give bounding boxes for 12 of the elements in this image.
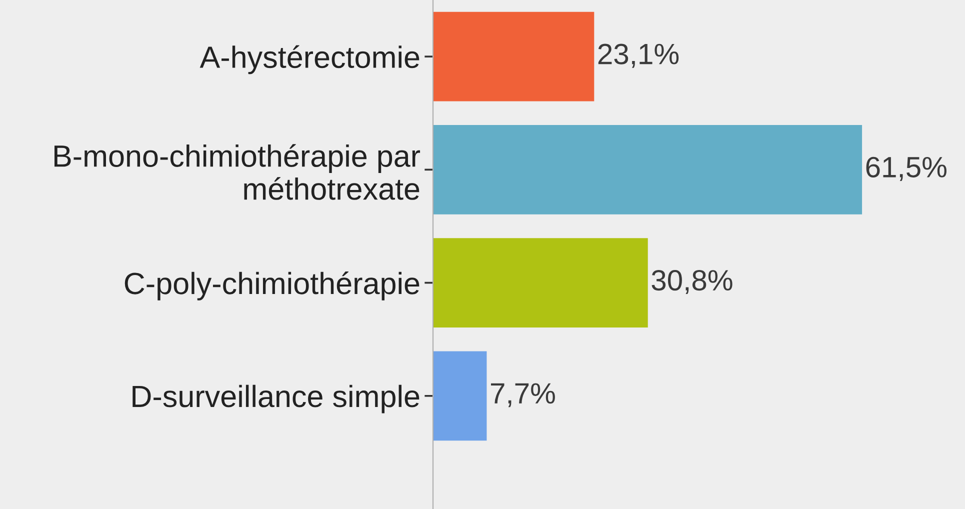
data-label: 23,1% — [598, 44, 679, 68]
bar — [433, 351, 487, 441]
y-tick-label: B-mono-chimiothérapie par méthotrexate — [54, 144, 420, 200]
y-tick-label: D-surveillance simple — [132, 384, 420, 414]
bar — [433, 238, 648, 328]
data-label: 7,7% — [490, 383, 555, 408]
bar — [433, 12, 594, 102]
bar — [433, 124, 862, 214]
data-label: 30,8% — [652, 270, 732, 294]
y-tick-label: C-poly-chimiothérapie — [124, 272, 420, 300]
data-label: 61,5% — [866, 156, 946, 181]
y-tick-label: A-hystérectomie — [200, 45, 420, 74]
